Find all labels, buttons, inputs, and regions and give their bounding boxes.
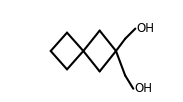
Text: OH: OH: [136, 22, 154, 35]
Text: OH: OH: [134, 82, 152, 95]
